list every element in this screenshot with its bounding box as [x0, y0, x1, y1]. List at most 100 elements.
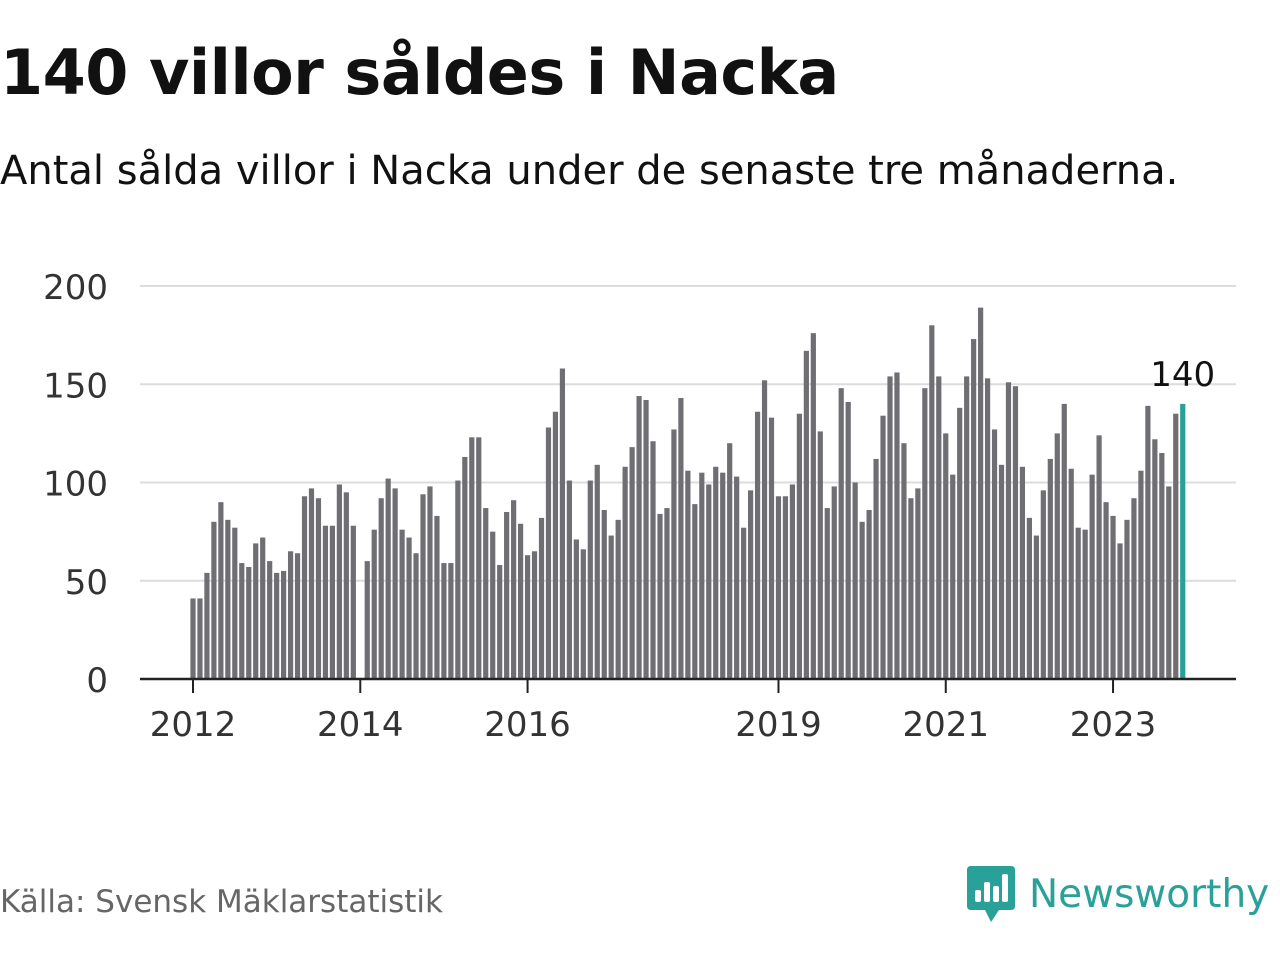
bar [1040, 490, 1046, 679]
bar [378, 498, 384, 679]
y-tick-label: 50 [65, 563, 108, 603]
bar [1068, 468, 1074, 679]
bar [1054, 433, 1060, 679]
y-tick-label: 100 [43, 465, 108, 505]
bar [322, 525, 329, 679]
bar [741, 527, 747, 679]
bar [566, 480, 572, 679]
bar [748, 490, 754, 679]
bar [720, 472, 726, 679]
bar [531, 551, 538, 679]
bar [650, 441, 656, 679]
bar [1033, 535, 1039, 679]
bar [950, 474, 956, 679]
bar [1117, 543, 1123, 679]
bar [399, 529, 405, 679]
bar [197, 598, 203, 679]
bar [448, 563, 454, 679]
bar [315, 498, 322, 679]
bar [239, 563, 245, 679]
bar [957, 407, 963, 679]
bar [615, 519, 621, 679]
bar [392, 488, 398, 679]
bar [657, 513, 663, 679]
bar [622, 466, 628, 679]
bar [511, 500, 517, 679]
bar [1145, 405, 1151, 679]
bar [1019, 466, 1026, 679]
bar [929, 325, 935, 679]
bar [301, 496, 308, 679]
bar [866, 510, 872, 679]
newsworthy-logo-icon [967, 866, 1015, 922]
bar [664, 508, 670, 679]
bar [225, 519, 231, 679]
bar [1173, 413, 1179, 679]
bar [218, 502, 224, 679]
bar [803, 350, 809, 679]
chart-title: 140 villor såldes i Nacka [0, 36, 839, 109]
bar [908, 498, 914, 679]
bar [434, 515, 440, 679]
bar [915, 488, 921, 679]
bar [455, 480, 461, 679]
highlighted-bar [1180, 403, 1186, 679]
bar [190, 598, 196, 679]
y-tick-label: 150 [43, 366, 108, 406]
x-tick-label: 2014 [317, 705, 404, 745]
bar [294, 553, 301, 679]
bar [643, 399, 649, 679]
bar [608, 535, 614, 679]
bar [371, 529, 377, 679]
bar [1061, 403, 1067, 679]
source-note: Källa: Svensk Mäklarstatistik [0, 884, 443, 920]
bar [287, 551, 294, 679]
bar [246, 566, 252, 679]
bar [1082, 529, 1088, 679]
bar [594, 464, 600, 679]
bar [838, 388, 844, 679]
bar [789, 484, 796, 679]
bar [692, 504, 698, 679]
bar [462, 456, 468, 679]
bar [991, 429, 998, 679]
brand-name: Newsworthy [1029, 871, 1270, 917]
bar [350, 525, 356, 679]
bar [1159, 453, 1165, 679]
bar [824, 508, 830, 679]
bar [274, 572, 280, 679]
bar [1124, 519, 1130, 679]
bar [734, 476, 740, 679]
bar [706, 484, 712, 679]
bar [573, 539, 579, 679]
bar [761, 380, 768, 679]
bar [329, 525, 335, 679]
y-tick-label: 0 [86, 661, 108, 701]
bar [859, 521, 865, 679]
bar [880, 415, 886, 679]
bar [971, 339, 977, 679]
bar [978, 307, 984, 679]
bar [476, 437, 482, 679]
bar [490, 531, 496, 679]
bar [831, 486, 837, 679]
bar [441, 563, 447, 679]
bar [308, 488, 315, 679]
x-tick-label: 2019 [735, 705, 822, 745]
bar [406, 537, 412, 679]
bar [845, 401, 851, 679]
bar [580, 549, 586, 679]
bar [1138, 470, 1144, 679]
bar [922, 388, 928, 679]
bar [727, 443, 733, 679]
brand-logo: Newsworthy [965, 864, 1269, 924]
bar [1047, 458, 1053, 679]
bar [504, 511, 510, 679]
bar [211, 521, 217, 679]
bar [587, 480, 593, 679]
bar [601, 510, 607, 679]
bar [998, 464, 1005, 679]
bar [796, 413, 802, 679]
bar [427, 486, 433, 679]
bar [678, 398, 684, 679]
